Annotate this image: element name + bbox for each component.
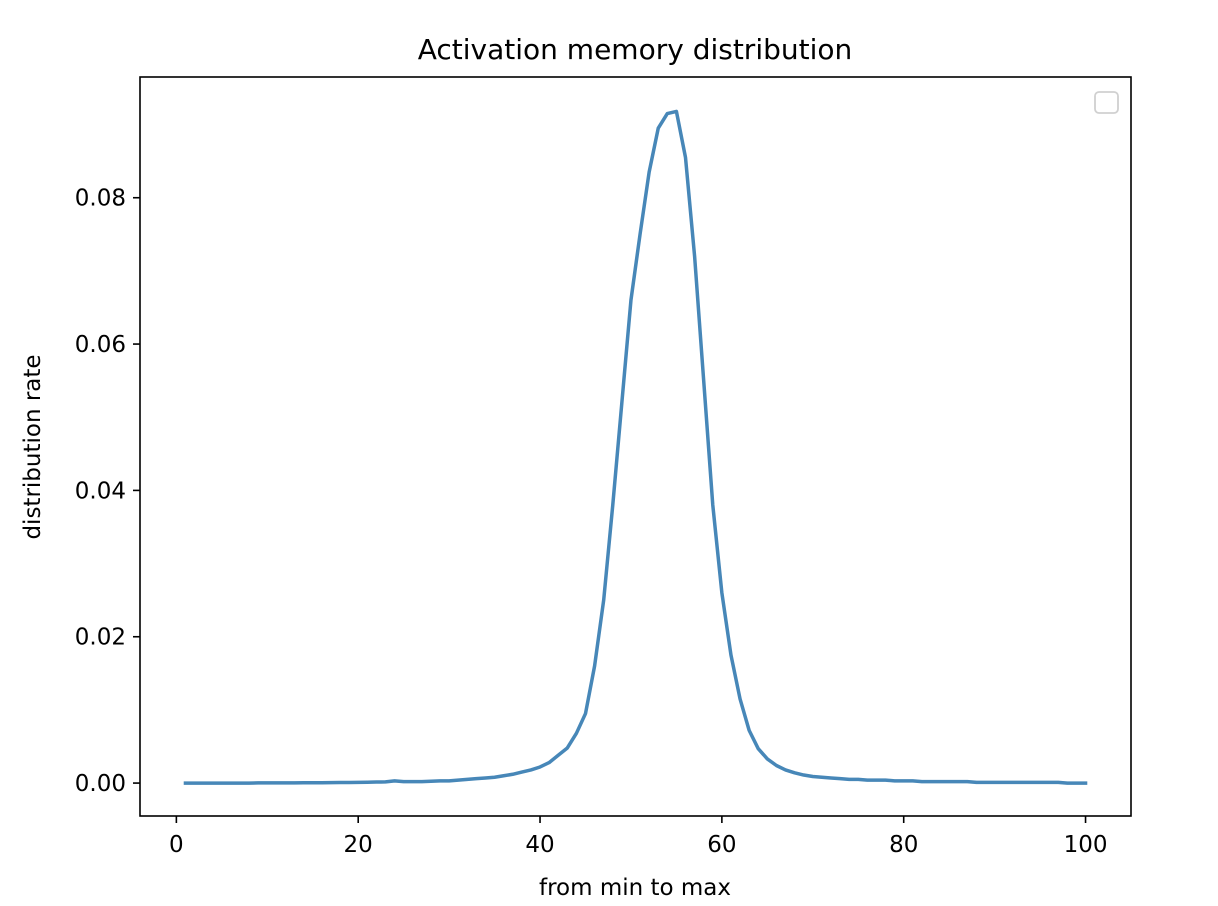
x-axis-label: from min to max <box>539 875 731 901</box>
y-tick-label: 0.06 <box>75 332 126 358</box>
x-tick-label: 20 <box>344 832 373 858</box>
x-tick-label: 0 <box>169 832 184 858</box>
x-tick-label: 80 <box>889 832 918 858</box>
plot-frame <box>139 76 1132 817</box>
y-tick-label: 0.08 <box>75 186 126 212</box>
x-tick-label: 100 <box>1064 832 1108 858</box>
chart-title: Activation memory distribution <box>418 33 853 66</box>
plot-background <box>140 77 1131 816</box>
x-axis: 0 20 40 60 80 100 <box>169 816 1107 858</box>
y-axis: 0.00 0.02 0.04 0.06 0.08 <box>75 186 140 797</box>
plot-area <box>139 76 1132 817</box>
series-line <box>183 109 1088 785</box>
x-tick-label: 60 <box>707 832 736 858</box>
y-axis-label: distribution rate <box>20 354 46 539</box>
legend-box <box>1094 91 1119 114</box>
y-tick-label: 0.02 <box>75 625 126 651</box>
y-tick-label: 0.00 <box>75 771 126 797</box>
x-tick-label: 40 <box>525 832 554 858</box>
y-tick-label: 0.04 <box>75 478 126 504</box>
